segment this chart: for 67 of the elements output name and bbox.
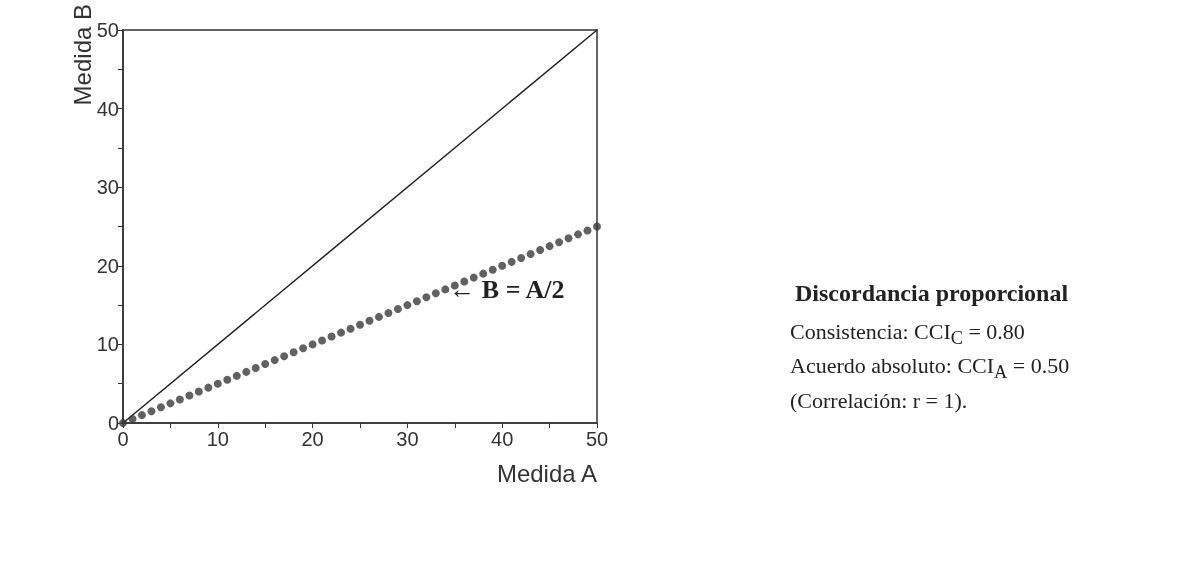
point xyxy=(213,379,222,388)
point xyxy=(555,238,564,247)
point xyxy=(308,340,317,349)
point xyxy=(365,316,374,325)
point xyxy=(526,250,535,259)
point xyxy=(545,242,554,251)
point xyxy=(175,395,184,404)
point xyxy=(479,269,488,278)
point xyxy=(393,305,402,314)
point xyxy=(337,328,346,337)
point xyxy=(194,387,203,396)
point xyxy=(327,332,336,341)
point xyxy=(488,265,497,274)
point xyxy=(289,348,298,357)
x-axis-title: Medida A xyxy=(496,459,597,487)
point xyxy=(242,367,251,376)
point xyxy=(507,257,516,266)
point xyxy=(536,246,545,255)
point xyxy=(204,383,213,392)
point xyxy=(280,352,289,361)
point xyxy=(223,375,232,384)
point xyxy=(166,399,175,408)
text: (Correlación: r = 1). xyxy=(790,386,969,415)
x-tick-label: 50 xyxy=(585,428,609,450)
point xyxy=(403,301,412,310)
point xyxy=(147,407,156,416)
point xyxy=(593,222,601,231)
point xyxy=(270,356,279,365)
point xyxy=(583,226,592,235)
point xyxy=(412,297,421,306)
point xyxy=(384,308,393,317)
point xyxy=(517,253,526,262)
point xyxy=(469,273,478,282)
point xyxy=(431,289,440,298)
point xyxy=(441,285,450,294)
point xyxy=(318,336,327,345)
point xyxy=(450,281,459,290)
point xyxy=(137,411,146,420)
y-tick-label: 10 xyxy=(96,333,119,356)
y-axis-title: Medida B xyxy=(68,4,96,106)
y-tick-label: 50 xyxy=(96,19,119,41)
point xyxy=(156,403,165,412)
text: Discordancia proporcional xyxy=(795,280,1069,306)
point xyxy=(460,277,469,286)
point xyxy=(232,371,241,380)
point xyxy=(374,312,383,321)
point xyxy=(261,360,270,369)
point xyxy=(422,293,431,302)
x-tick-label: 20 xyxy=(301,428,324,450)
point xyxy=(185,391,194,400)
text: Consistencia: CCI$_{C}$ = 0.80 xyxy=(790,318,1026,351)
point xyxy=(574,230,583,239)
y-tick-label: 40 xyxy=(96,97,119,120)
x-tick-label: 40 xyxy=(491,428,514,450)
x-tick-label: 30 xyxy=(396,428,419,450)
point xyxy=(251,363,260,372)
point xyxy=(346,324,355,333)
annotation: ← B = A/2 xyxy=(449,274,565,304)
point xyxy=(564,234,573,243)
point xyxy=(299,344,308,353)
text: Acuerdo absoluto: CCI$_{A}$ = 0.50 xyxy=(790,352,1070,385)
point xyxy=(356,320,364,329)
y-tick-label: 30 xyxy=(96,176,119,199)
y-tick-label: 20 xyxy=(96,254,119,277)
y-tick-label: 0 xyxy=(107,412,119,434)
x-tick-label: 10 xyxy=(206,428,229,450)
point xyxy=(498,261,507,270)
